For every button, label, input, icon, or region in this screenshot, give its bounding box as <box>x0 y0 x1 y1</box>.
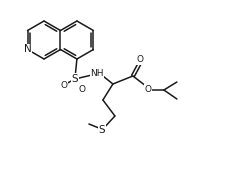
Text: O: O <box>136 55 143 64</box>
Text: S: S <box>99 125 105 135</box>
Text: NH: NH <box>90 70 104 78</box>
Text: N: N <box>24 45 31 55</box>
Text: S: S <box>72 74 78 84</box>
Text: O: O <box>78 84 85 93</box>
Text: O: O <box>60 80 67 90</box>
Text: O: O <box>144 84 151 93</box>
